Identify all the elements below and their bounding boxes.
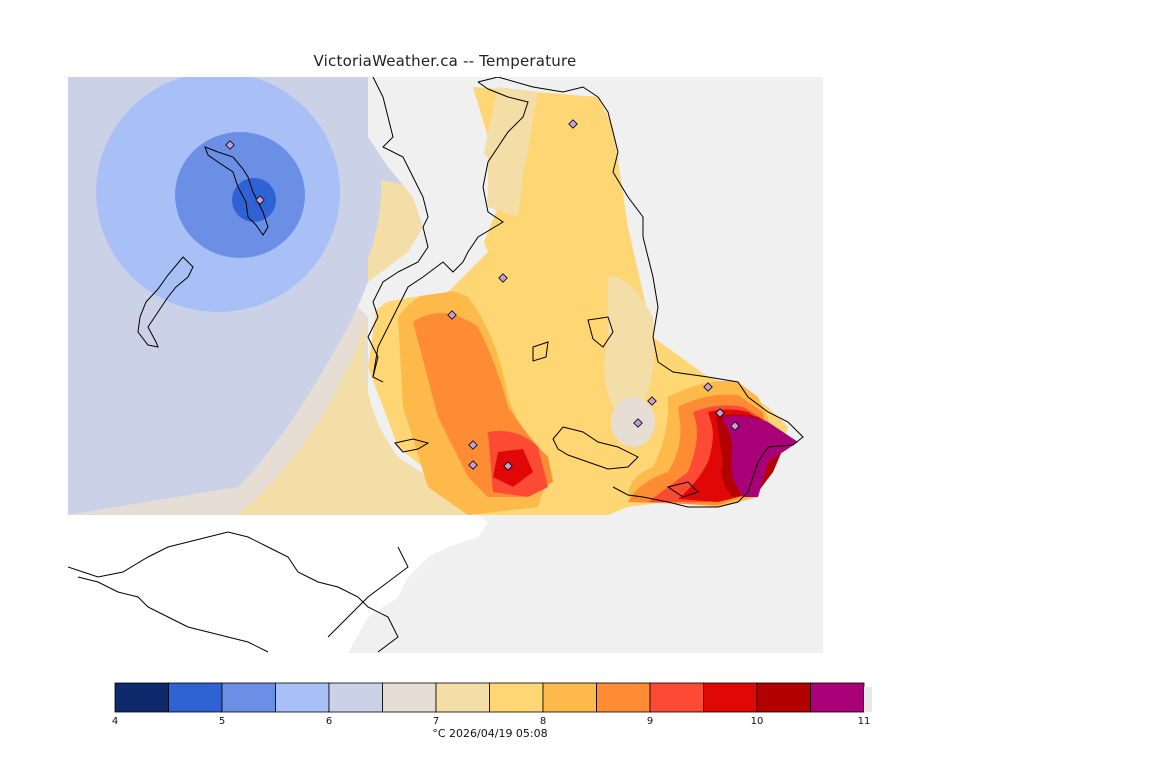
station-marker <box>498 273 508 283</box>
legend-tick-label: 9 <box>647 716 653 727</box>
legend-tick-labels: 4 5 6 7 8 9 10 11 <box>112 716 871 727</box>
station-marker <box>730 421 740 431</box>
legend-color-box <box>328 682 383 713</box>
legend-color-box <box>596 682 651 713</box>
legend-tick-label: 8 <box>540 716 546 727</box>
station-marker <box>468 460 478 470</box>
legend-color-box <box>382 682 437 713</box>
station-markers <box>225 119 740 471</box>
legend-color-box <box>114 682 169 713</box>
station-marker <box>568 119 578 129</box>
legend-color-box <box>703 682 758 713</box>
legend-color-box <box>275 682 330 713</box>
legend-tick-label: 10 <box>751 716 764 727</box>
legend-color-box <box>810 682 865 713</box>
water-area-south <box>68 515 488 653</box>
legend-caption: °C 2026/04/19 05:08 <box>432 727 548 740</box>
legend-color-box <box>542 682 597 713</box>
temperature-field <box>68 77 823 515</box>
coastlines <box>68 77 804 653</box>
legend-color-box <box>168 682 223 713</box>
legend-color-box <box>221 682 276 713</box>
station-marker <box>715 408 725 418</box>
legend-tick-label: 5 <box>219 716 225 727</box>
legend-color-box <box>489 682 544 713</box>
temperature-map <box>68 77 823 653</box>
legend-color-box <box>649 682 704 713</box>
legend-tick-label: 4 <box>112 716 118 727</box>
station-marker <box>647 396 657 406</box>
legend-color-box <box>756 682 811 713</box>
legend-shadow <box>864 687 872 712</box>
station-marker <box>255 195 265 205</box>
station-marker <box>703 382 713 392</box>
legend-tick-label: 7 <box>433 716 439 727</box>
station-marker <box>225 140 235 150</box>
legend-color-boxes <box>114 682 872 713</box>
station-marker <box>633 418 643 428</box>
legend-color-box <box>435 682 490 713</box>
station-marker <box>468 440 478 450</box>
legend-tick-label: 11 <box>858 716 871 727</box>
map-title: VictoriaWeather.ca -- Temperature <box>313 52 577 70</box>
station-marker <box>503 461 513 471</box>
station-marker <box>447 310 457 320</box>
legend-tick-label: 6 <box>326 716 332 727</box>
